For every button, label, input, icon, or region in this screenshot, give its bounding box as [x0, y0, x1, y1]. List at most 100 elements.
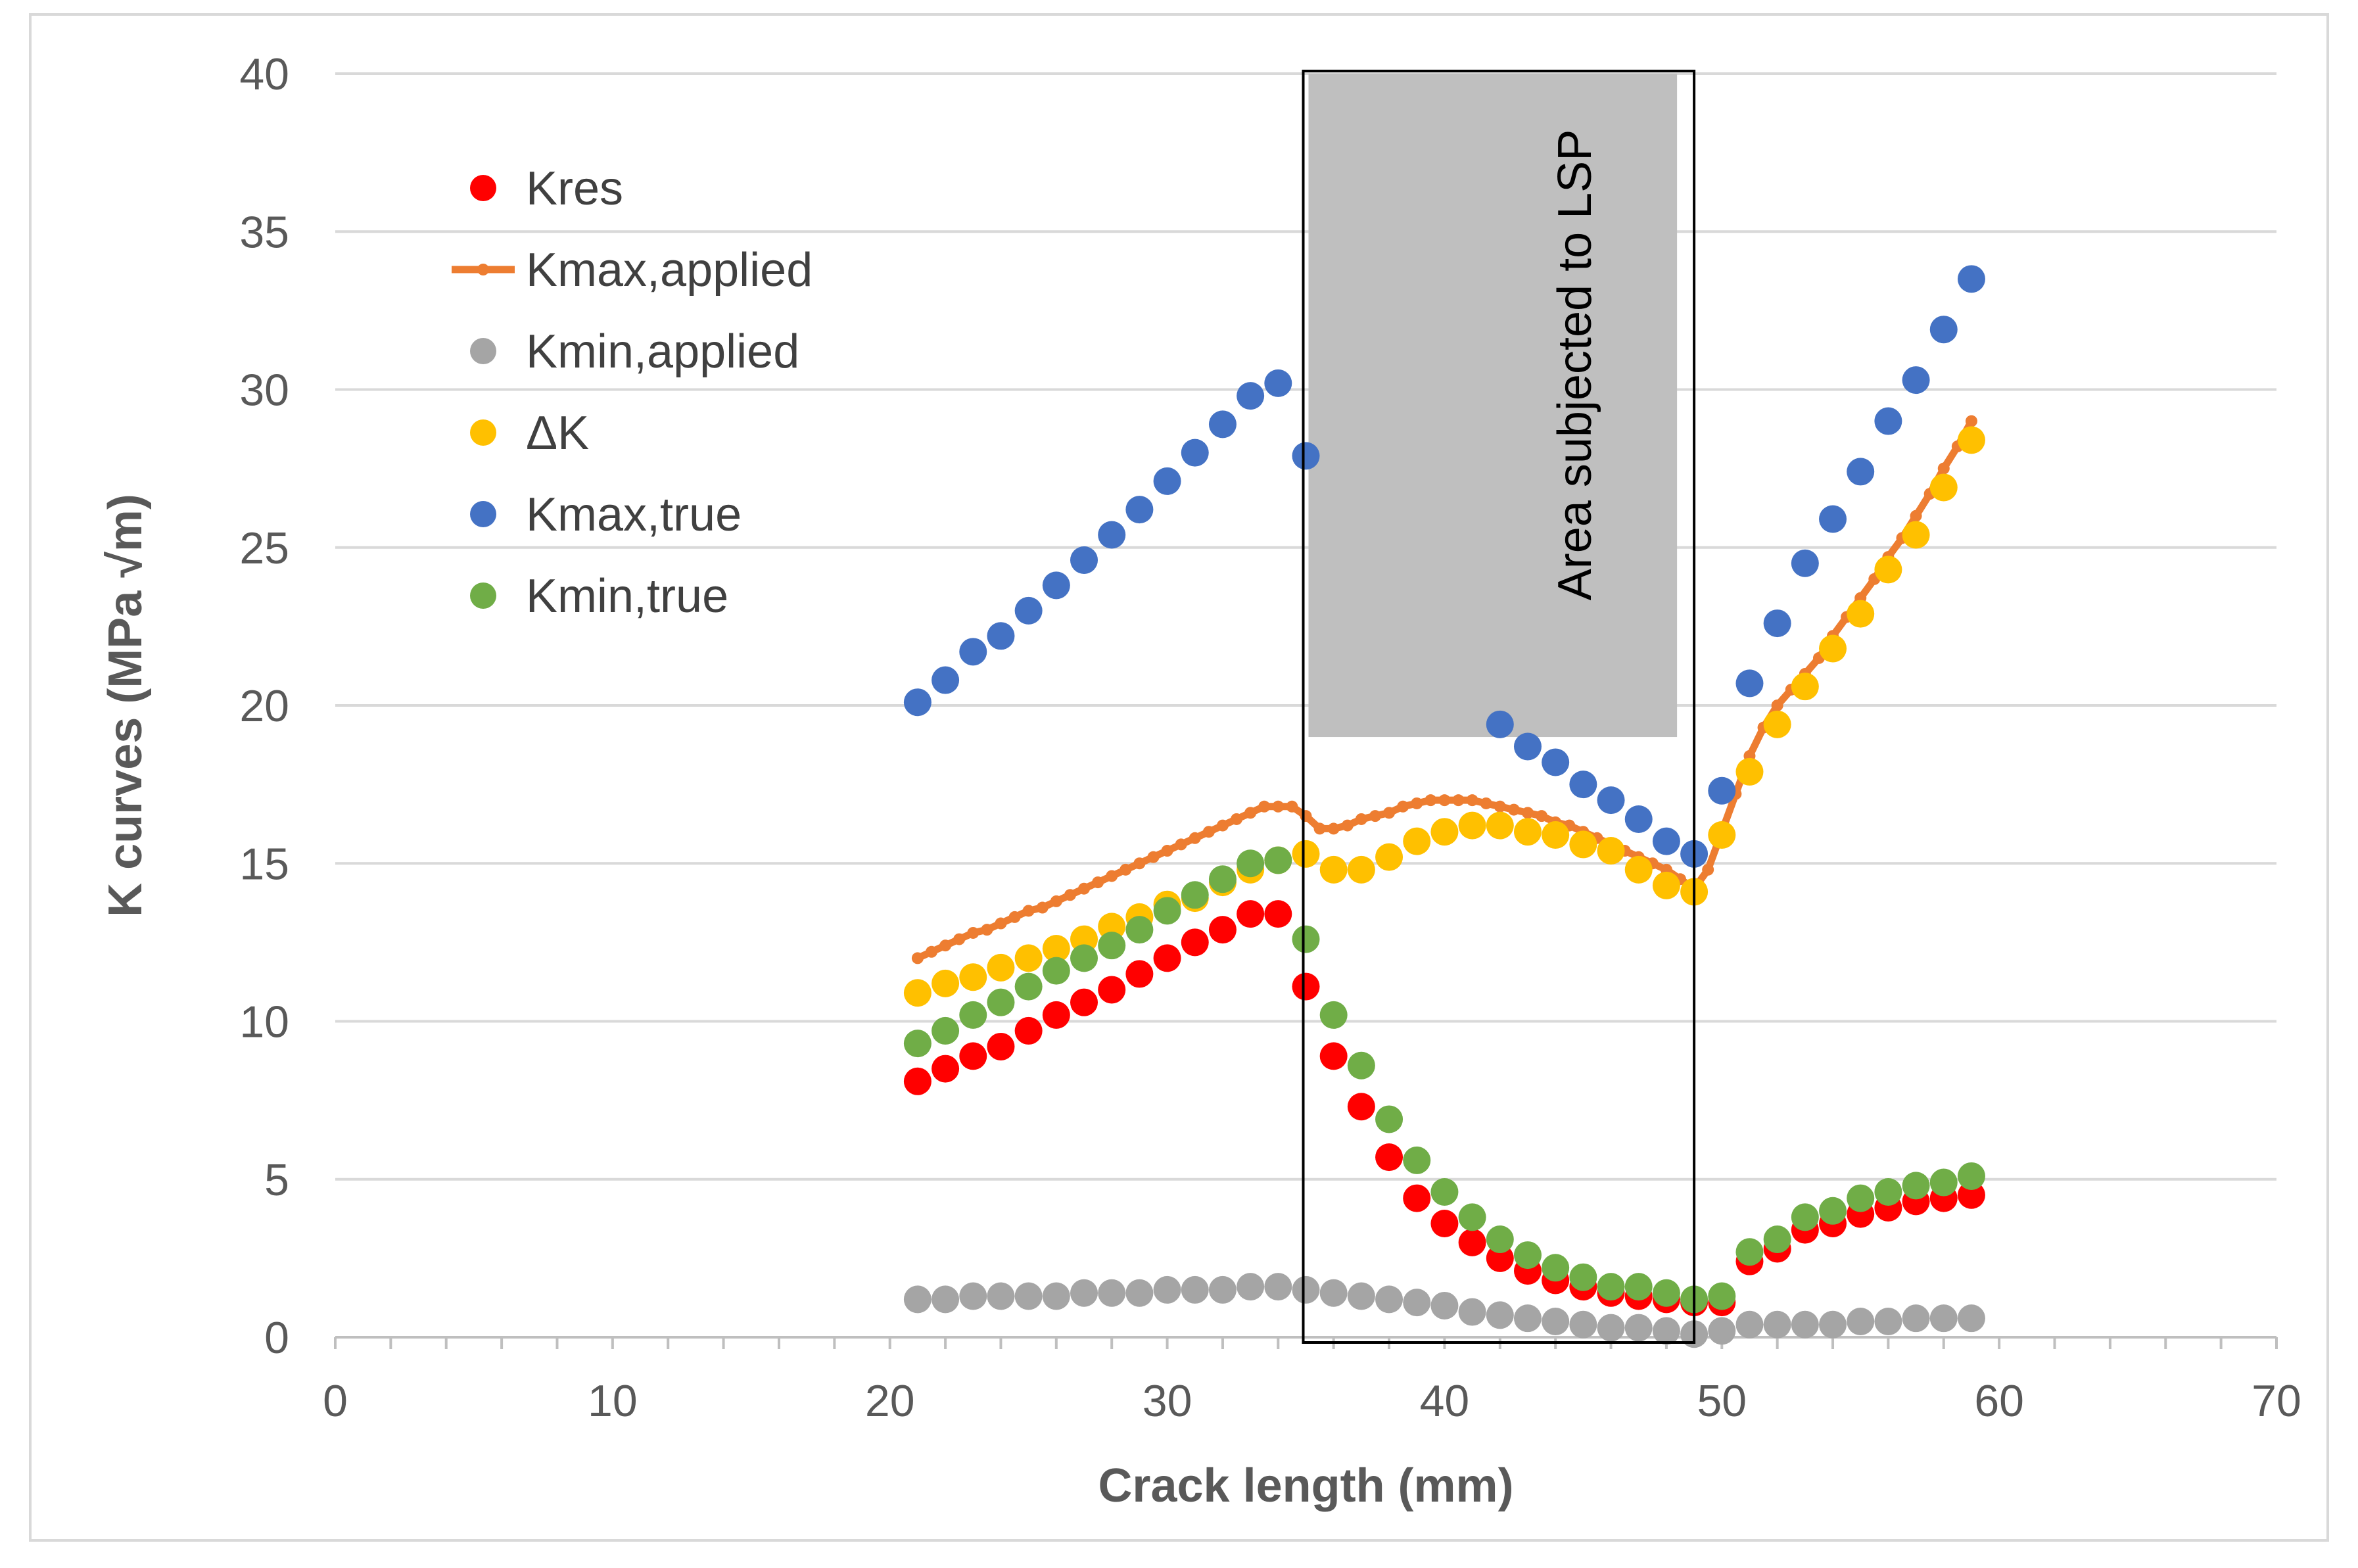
data-point	[1486, 710, 1514, 738]
data-point	[1708, 821, 1736, 849]
data-point	[1542, 748, 1570, 776]
data-point	[1272, 800, 1285, 813]
data-point	[1569, 1263, 1597, 1291]
data-point	[1597, 786, 1625, 815]
data-point	[1929, 316, 1958, 344]
data-point	[1014, 972, 1043, 1001]
data-point	[1480, 797, 1492, 809]
data-point	[995, 917, 1007, 930]
data-point	[1292, 442, 1320, 470]
data-point	[1216, 819, 1229, 832]
data-point	[1735, 1238, 1764, 1266]
data-point	[1347, 1093, 1375, 1121]
data-point	[1014, 1016, 1043, 1045]
data-point	[1937, 462, 1950, 475]
data-point	[987, 1032, 1015, 1060]
data-point	[959, 963, 987, 991]
data-point	[1486, 1244, 1514, 1272]
legend-marker	[470, 419, 496, 446]
legend-item: Kmin,applied	[470, 325, 799, 378]
data-point	[981, 924, 993, 936]
data-point	[1202, 826, 1215, 838]
data-point	[1486, 1301, 1514, 1329]
data-point	[1847, 1184, 1875, 1212]
data-point	[931, 666, 960, 694]
data-point	[1292, 972, 1320, 1001]
series-kmin-applied	[903, 1273, 1985, 1348]
data-point	[1791, 549, 1819, 577]
data-point	[987, 988, 1015, 1016]
data-point	[1735, 1310, 1764, 1339]
data-point	[931, 1055, 960, 1083]
data-point	[1042, 1001, 1070, 1029]
lsp-box	[1302, 70, 1696, 1344]
data-point	[1430, 1210, 1459, 1238]
data-point	[1369, 810, 1381, 822]
data-point	[1153, 1275, 1181, 1304]
y-tick-label: 5	[264, 1155, 289, 1205]
x-tick-label: 10	[588, 1376, 638, 1426]
data-point	[1624, 805, 1653, 833]
data-point	[911, 952, 924, 964]
data-point	[1092, 876, 1104, 889]
data-point	[931, 1285, 960, 1314]
legend-item: Kmax,applied	[452, 244, 813, 297]
data-point	[1098, 913, 1126, 941]
data-point	[1513, 1304, 1542, 1333]
data-point	[1125, 960, 1154, 988]
data-point	[1791, 1310, 1819, 1339]
data-point	[1264, 900, 1292, 928]
data-point	[1181, 1275, 1209, 1304]
legend-marker	[470, 175, 496, 201]
data-point	[1708, 776, 1736, 805]
data-point	[987, 1282, 1015, 1310]
data-point	[1208, 410, 1237, 439]
x-tick-label: 0	[323, 1376, 348, 1426]
data-point	[1106, 870, 1118, 882]
data-point	[1264, 846, 1292, 874]
data-point	[1791, 673, 1819, 701]
legend-marker	[470, 338, 496, 364]
x-tick-label: 50	[1697, 1376, 1747, 1426]
data-point	[1313, 822, 1326, 835]
data-point	[1425, 794, 1437, 807]
data-point	[1542, 1307, 1570, 1335]
data-point	[1763, 710, 1791, 738]
data-point	[1300, 810, 1312, 822]
data-point	[1286, 800, 1298, 813]
data-point	[1070, 546, 1098, 574]
data-point	[1070, 944, 1098, 972]
series-kmin-true	[903, 846, 1985, 1314]
data-point	[953, 933, 966, 945]
data-point	[1008, 911, 1021, 923]
data-point	[1042, 957, 1070, 985]
data-point	[1375, 843, 1403, 871]
data-point	[1763, 609, 1791, 638]
data-point	[1403, 1146, 1431, 1174]
data-point	[1486, 1225, 1514, 1254]
legend-label: Kres	[526, 162, 623, 215]
data-point	[959, 638, 987, 666]
series-kmax-true	[903, 265, 1985, 868]
data-point	[1597, 1314, 1625, 1342]
data-point	[1494, 800, 1506, 813]
data-point	[1652, 827, 1680, 855]
data-point	[1735, 669, 1764, 698]
legend-marker	[470, 582, 496, 609]
data-point	[1430, 1177, 1459, 1206]
data-point	[1098, 1279, 1126, 1307]
y-tick-label: 10	[239, 997, 289, 1047]
y-tick-label: 15	[239, 839, 289, 889]
data-point	[1181, 928, 1209, 957]
data-point	[1403, 827, 1431, 855]
x-tick-label: 60	[1974, 1376, 2024, 1426]
data-point	[1098, 976, 1126, 1004]
data-point	[1929, 1304, 1958, 1333]
data-point	[1458, 811, 1486, 840]
data-point	[903, 1285, 931, 1314]
data-point	[1411, 797, 1423, 809]
data-point	[1347, 855, 1375, 884]
data-point	[1569, 830, 1597, 859]
data-point	[1965, 415, 1977, 427]
data-point	[1430, 1291, 1459, 1319]
